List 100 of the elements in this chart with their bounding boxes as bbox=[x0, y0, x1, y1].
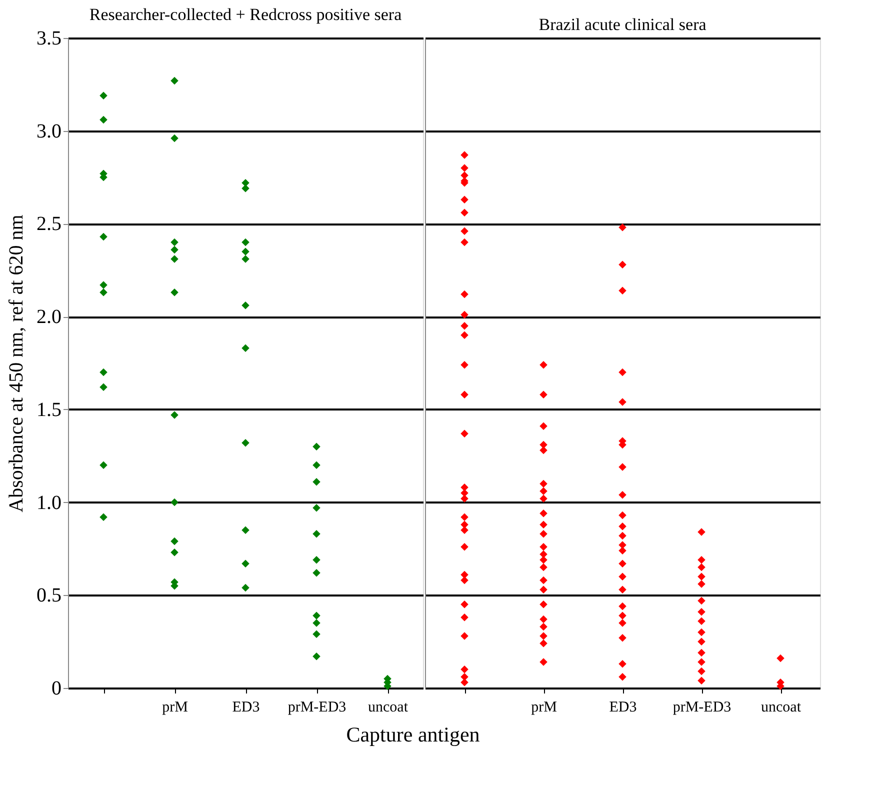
point bbox=[242, 560, 250, 568]
point bbox=[540, 520, 548, 528]
point bbox=[776, 654, 784, 662]
point bbox=[242, 178, 250, 187]
point bbox=[100, 281, 108, 289]
point bbox=[460, 290, 468, 298]
point bbox=[460, 196, 468, 204]
point bbox=[100, 368, 108, 376]
point bbox=[540, 600, 548, 608]
point bbox=[170, 288, 178, 296]
point bbox=[540, 494, 548, 502]
point bbox=[618, 634, 626, 642]
point bbox=[460, 430, 468, 438]
x-tick-label: uncoat bbox=[761, 700, 802, 716]
point bbox=[460, 526, 468, 534]
point bbox=[170, 246, 178, 254]
point bbox=[312, 530, 320, 538]
point bbox=[618, 546, 626, 554]
point bbox=[540, 487, 548, 496]
point bbox=[312, 461, 320, 470]
point bbox=[312, 556, 320, 564]
x-tick-label: ED3 bbox=[232, 700, 260, 716]
point bbox=[242, 302, 250, 310]
x-axis-title: Capture antigen bbox=[346, 722, 480, 746]
point bbox=[100, 383, 108, 392]
point bbox=[698, 556, 706, 564]
y-tick-label: 1.5 bbox=[36, 398, 62, 421]
point bbox=[100, 288, 108, 296]
point bbox=[460, 390, 468, 398]
point bbox=[100, 461, 108, 470]
point bbox=[170, 411, 178, 419]
point bbox=[460, 666, 468, 674]
point bbox=[460, 360, 468, 369]
point bbox=[618, 672, 626, 681]
point bbox=[170, 537, 178, 546]
point bbox=[618, 224, 626, 232]
y-tick-label: 2.5 bbox=[36, 213, 62, 236]
point bbox=[460, 208, 468, 216]
point bbox=[698, 658, 706, 666]
point bbox=[460, 513, 468, 522]
point bbox=[312, 630, 320, 638]
point bbox=[698, 638, 706, 646]
point bbox=[698, 563, 706, 572]
point bbox=[698, 572, 706, 580]
x-tick-label: prM bbox=[531, 700, 557, 716]
y-tick-label: 0 bbox=[52, 678, 62, 700]
point bbox=[312, 619, 320, 627]
point bbox=[242, 344, 250, 352]
point bbox=[100, 232, 108, 241]
point bbox=[698, 617, 706, 626]
point bbox=[242, 238, 250, 246]
point bbox=[100, 116, 108, 124]
point bbox=[618, 490, 626, 499]
point bbox=[540, 576, 548, 584]
x-tick-label: prM bbox=[162, 700, 188, 716]
point bbox=[698, 596, 706, 605]
point bbox=[618, 560, 626, 568]
point bbox=[698, 528, 706, 536]
point bbox=[698, 628, 706, 636]
chart-title: Brazil acute clinical sera bbox=[538, 15, 707, 34]
point bbox=[460, 164, 468, 172]
point bbox=[170, 548, 178, 556]
point bbox=[100, 92, 108, 100]
point bbox=[618, 572, 626, 580]
point bbox=[698, 667, 706, 676]
point bbox=[618, 463, 626, 471]
point bbox=[170, 238, 178, 246]
point bbox=[242, 526, 250, 534]
x-tick-label: ED3 bbox=[609, 700, 637, 716]
point bbox=[698, 648, 706, 657]
y-tick-label: 0.5 bbox=[36, 584, 62, 607]
point bbox=[540, 542, 548, 551]
point bbox=[242, 584, 250, 592]
point bbox=[170, 134, 178, 142]
point bbox=[540, 640, 548, 648]
point bbox=[618, 602, 626, 610]
point bbox=[460, 331, 468, 340]
point bbox=[170, 76, 178, 85]
chart-title: Researcher-collected + Redcross positive sera bbox=[89, 5, 402, 24]
point bbox=[618, 511, 626, 520]
point bbox=[242, 255, 250, 263]
point bbox=[540, 586, 548, 594]
point bbox=[460, 600, 468, 608]
point bbox=[460, 227, 468, 236]
point bbox=[460, 614, 468, 622]
point bbox=[540, 615, 548, 624]
point bbox=[540, 360, 548, 369]
point bbox=[460, 494, 468, 502]
point bbox=[100, 513, 108, 522]
point bbox=[312, 504, 320, 512]
point bbox=[618, 398, 626, 406]
point bbox=[618, 286, 626, 294]
point bbox=[618, 660, 626, 668]
point bbox=[618, 368, 626, 376]
point bbox=[460, 678, 468, 686]
point bbox=[540, 622, 548, 631]
point bbox=[460, 672, 468, 681]
point bbox=[698, 608, 706, 616]
point bbox=[460, 322, 468, 330]
point bbox=[540, 480, 548, 488]
